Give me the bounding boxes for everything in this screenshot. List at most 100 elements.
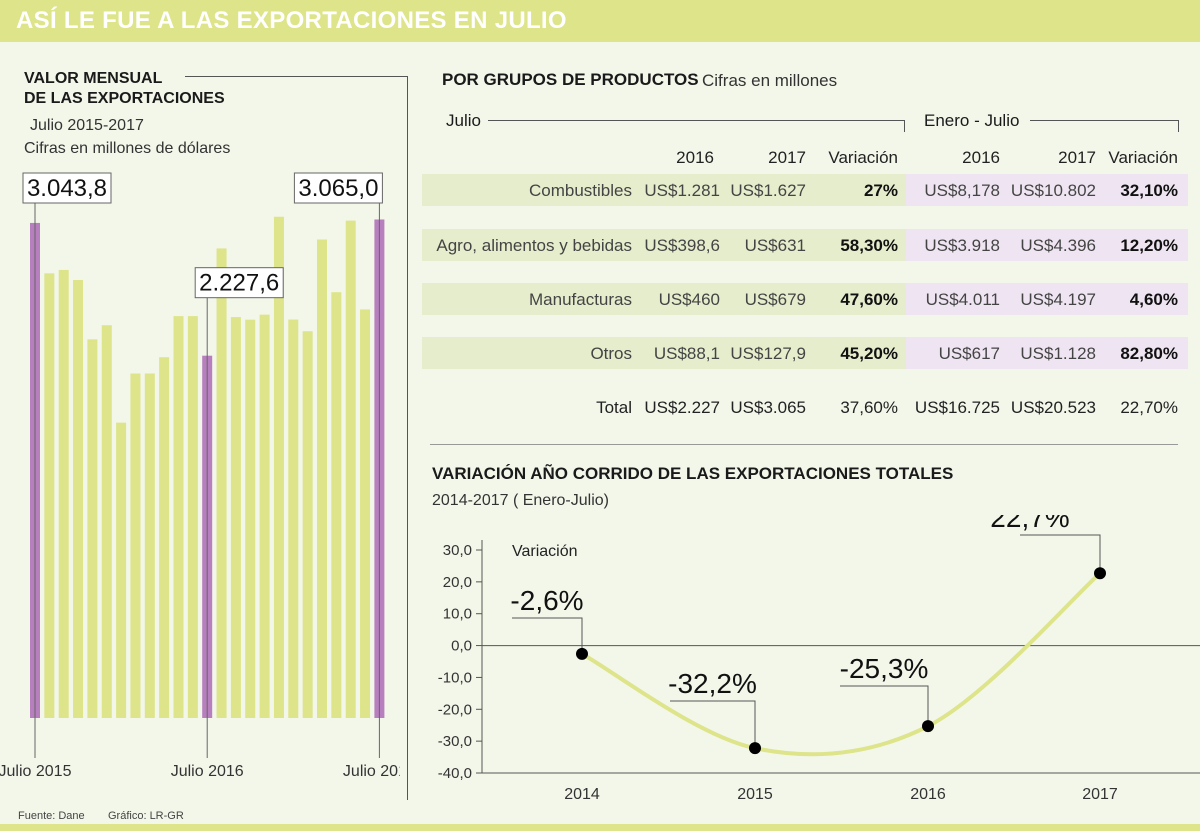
row-j16: US$1.281: [644, 181, 720, 200]
bar: [345, 220, 356, 718]
row-label: Agro, alimentos y bebidas: [436, 236, 632, 255]
source-note: Fuente: Dane: [18, 810, 85, 822]
data-point: [576, 647, 588, 660]
bar: [360, 309, 371, 718]
total-y17: US$20.523: [1010, 398, 1096, 417]
bar: [101, 325, 112, 718]
row-yvar: 82,80%: [1120, 344, 1178, 363]
bar: [331, 292, 342, 718]
series-line: [581, 571, 1102, 757]
row-y17: US$1.128: [1020, 344, 1096, 363]
y-tick-label: 0,0: [451, 638, 472, 655]
row-label: Combustibles: [529, 181, 632, 200]
bar: [302, 331, 313, 718]
bar-chart-title-rule: [185, 76, 407, 77]
annotation-box: [194, 267, 284, 299]
point-leader: [670, 700, 756, 749]
point-label: -32,2%: [668, 668, 757, 699]
col-header-j17: 2017: [768, 148, 806, 167]
credit-note: Gráfico: LR-GR: [108, 810, 184, 822]
total-j16: US$2.227: [644, 398, 720, 417]
row-label: Otros: [590, 344, 632, 363]
title-bar: ASÍ LE FUE A LAS EXPORTACIONES EN JULIO: [0, 0, 1200, 42]
total-jvar: 37,60%: [840, 398, 898, 417]
bar: [130, 373, 141, 718]
col-header-y17: 2017: [1058, 148, 1096, 167]
row-j17: US$1.627: [730, 181, 806, 200]
bar: [187, 316, 198, 718]
point-label: -2,6%: [510, 585, 583, 616]
row-y16: US$4.011: [925, 290, 1000, 309]
group-label-ytd: Enero - Julio: [924, 111, 1020, 130]
x-tick-label: 2014: [564, 786, 600, 803]
table-units: Cifras en millones: [702, 71, 838, 90]
row-j16: US$460: [658, 290, 720, 309]
bar: [288, 319, 299, 718]
bar-chart-title-line2: DE LAS EXPORTACIONES: [24, 90, 225, 107]
point-leader: [840, 685, 929, 727]
col-header-yvar: Variación: [1108, 148, 1178, 167]
bottom-bar: [0, 824, 1200, 831]
row-y16: US$617: [938, 344, 1000, 363]
bar: [230, 317, 241, 718]
point-label: 22,7%: [990, 515, 1069, 533]
bar-chart-period: Julio 2015-2017: [30, 117, 144, 134]
monthly-exports-bar-chart: 3.043,8 2.227,6 3.065,0 Julio 2015 Julio 201…: [0, 172, 400, 780]
row-bg-july: [422, 337, 906, 369]
table-title: POR GRUPOS DE PRODUCTOS: [442, 70, 699, 89]
row-bg-ytd: [906, 283, 1188, 315]
y-tick-label: 20,0: [443, 574, 472, 591]
y-tick-label: -30,0: [438, 733, 472, 750]
row-y16: US$8,178: [924, 181, 1000, 200]
row-j17: US$127,9: [730, 344, 806, 363]
row-jvar: 27%: [863, 181, 898, 200]
row-j16: US$88,1: [653, 344, 720, 363]
bar: [116, 422, 127, 718]
group-label-july: Julio: [446, 111, 481, 130]
bar: [317, 239, 327, 718]
col-header-j16: 2016: [676, 148, 714, 167]
data-point: [1094, 567, 1106, 580]
row-bg-july: [422, 283, 906, 315]
annotation-label: 3.043,8: [27, 175, 107, 202]
bar-chart-title-line1: VALOR MENSUAL: [24, 70, 163, 87]
y-tick-label: 30,0: [443, 542, 472, 559]
group-tick-ytd: [1178, 120, 1179, 132]
total-label: Total: [596, 398, 632, 417]
y-tick-label: -20,0: [438, 701, 472, 718]
point-label: -25,3%: [840, 653, 929, 684]
annotation-label: 2.227,6: [199, 270, 279, 297]
ytd-variation-line-chart: 30,0 20,0 10,0 0,0 -10,0 -20,0 -30,0 -40,0 Varia…: [438, 515, 1200, 803]
bar: [173, 316, 184, 718]
line-chart-subtitle: 2014-2017 ( Enero-Julio): [432, 492, 609, 509]
row-yvar: 12,20%: [1120, 236, 1178, 255]
bar: [44, 273, 55, 718]
row-j17: US$631: [744, 236, 806, 255]
row-bg-ytd: [906, 337, 1188, 369]
total-yvar: 22,70%: [1120, 398, 1178, 417]
total-y16: US$16.725: [914, 398, 1000, 417]
row-jvar: 47,60%: [840, 290, 898, 309]
panel-divider: [407, 76, 408, 800]
data-point: [922, 720, 934, 733]
bar: [259, 314, 270, 718]
bar-chart-units: Cifras en millones de dólares: [24, 140, 231, 157]
section-divider: [430, 444, 1178, 445]
bar: [216, 248, 227, 719]
row-bg-july: [422, 174, 906, 206]
bar: [144, 373, 155, 718]
row-bg-july: [422, 229, 906, 261]
y-tick-label: -10,0: [438, 669, 472, 686]
row-y17: US$4.396: [1020, 236, 1096, 255]
bar: [245, 319, 256, 718]
bar: [87, 339, 98, 718]
page-title: ASÍ LE FUE A LAS EXPORTACIONES EN JULIO: [16, 7, 567, 34]
group-rule-ytd: [1030, 120, 1178, 121]
row-yvar: 4,60%: [1129, 290, 1178, 309]
annotation-box: [22, 172, 112, 204]
row-bg-ytd: [906, 229, 1188, 261]
x-tick-label: 2017: [1082, 786, 1118, 803]
row-yvar: 32,10%: [1120, 181, 1178, 200]
y-tick-label: -40,0: [438, 765, 472, 782]
col-header-y16: 2016: [962, 148, 1000, 167]
